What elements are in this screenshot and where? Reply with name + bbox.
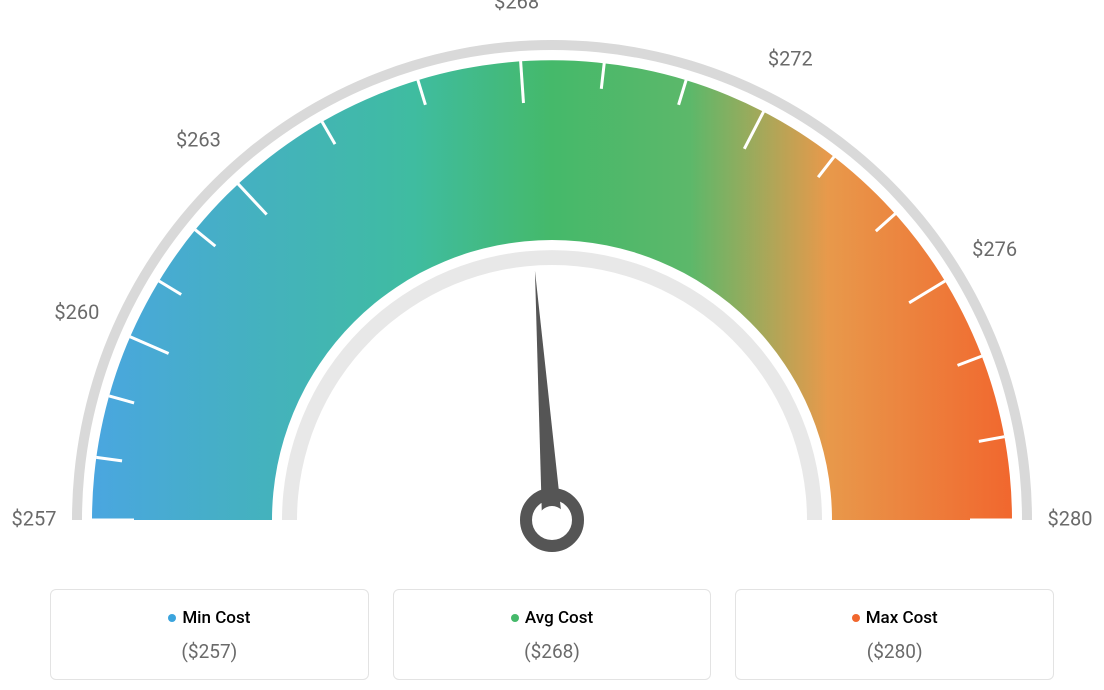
svg-text:$268: $268	[494, 0, 539, 13]
dot-icon	[852, 614, 860, 622]
legend-min: Min Cost ($257)	[50, 589, 369, 680]
legend-max: Max Cost ($280)	[735, 589, 1054, 680]
legend-avg-value: ($268)	[406, 640, 699, 663]
dot-icon	[511, 614, 519, 622]
legend-avg-title: Avg Cost	[406, 608, 699, 628]
legend-max-title: Max Cost	[748, 608, 1041, 628]
legend-row: Min Cost ($257) Avg Cost ($268) Max Cost…	[0, 589, 1104, 680]
legend-max-value: ($280)	[748, 640, 1041, 663]
legend-min-value: ($257)	[63, 640, 356, 663]
svg-text:$272: $272	[768, 46, 813, 70]
gauge-svg: $257 $260 $263 $268 $272 $276 $280	[0, 0, 1104, 570]
svg-text:$260: $260	[54, 300, 99, 324]
legend-min-title: Min Cost	[63, 608, 356, 628]
legend-max-label: Max Cost	[866, 608, 938, 628]
svg-text:$280: $280	[1048, 506, 1093, 530]
svg-text:$276: $276	[972, 237, 1017, 261]
legend-min-label: Min Cost	[182, 608, 250, 628]
svg-text:$257: $257	[12, 506, 57, 530]
gauge-chart: $257 $260 $263 $268 $272 $276 $280	[0, 0, 1104, 570]
svg-text:$263: $263	[176, 128, 221, 152]
legend-avg: Avg Cost ($268)	[393, 589, 712, 680]
legend-avg-label: Avg Cost	[525, 608, 593, 628]
dot-icon	[168, 614, 176, 622]
